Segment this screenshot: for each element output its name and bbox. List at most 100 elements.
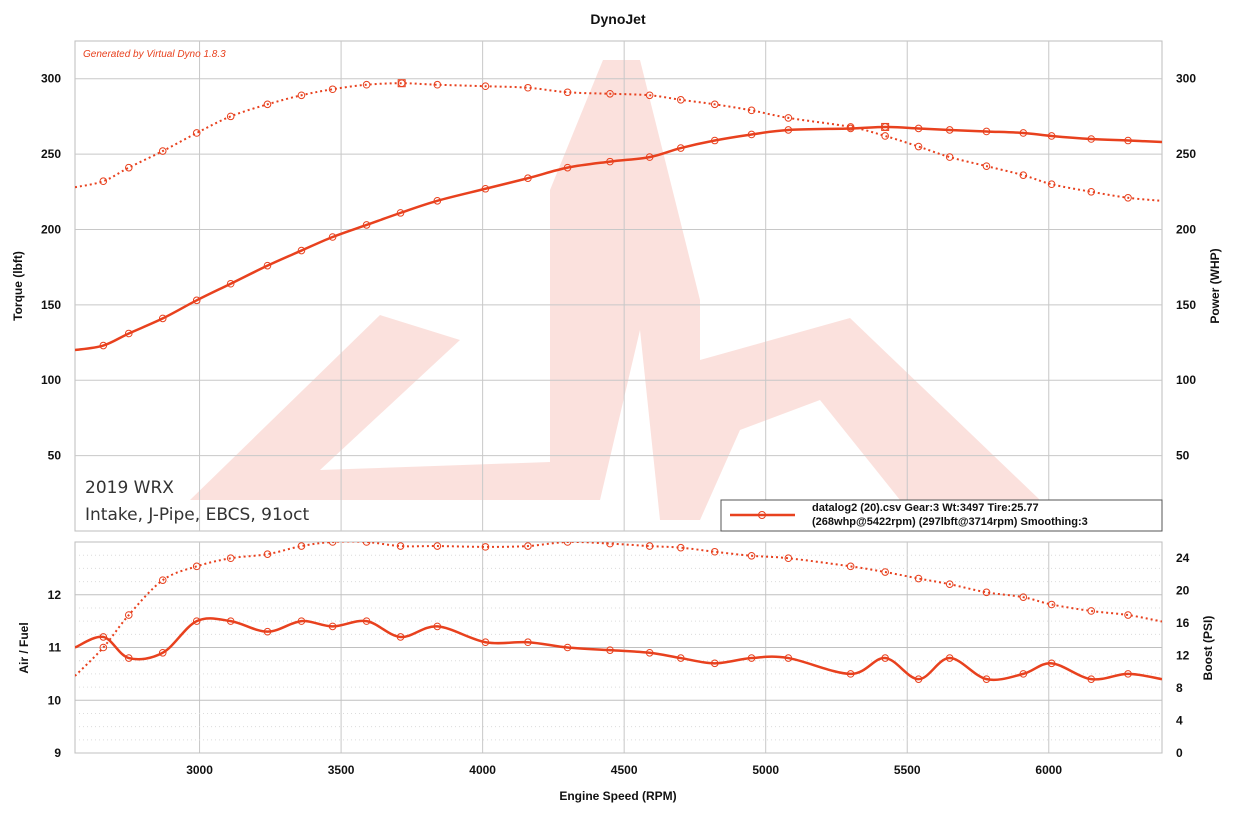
power-point xyxy=(676,144,685,152)
power-point xyxy=(433,197,442,205)
power-tick-label: 300 xyxy=(1176,72,1196,86)
boost-point xyxy=(710,547,719,556)
boost-line xyxy=(75,542,1162,677)
top-panel: 50 100 150 200 250 300 50 100 150 200 250 300 Gene… xyxy=(11,40,1222,532)
afr-point xyxy=(881,654,889,662)
boost-point xyxy=(297,542,306,550)
x-tick-label: 5500 xyxy=(894,763,921,777)
torque-point xyxy=(881,132,889,140)
power-point xyxy=(1047,132,1056,140)
boost-point xyxy=(328,542,337,546)
power-tick-label: 50 xyxy=(1176,449,1190,463)
torque-point xyxy=(676,96,685,104)
afr-point xyxy=(982,675,991,683)
afr-point xyxy=(563,643,572,652)
x-tick-label: 6000 xyxy=(1035,763,1062,777)
afr-point xyxy=(396,633,405,641)
power-axis-label: Power (WHP) xyxy=(1208,248,1222,323)
afr-point xyxy=(676,654,685,662)
boost-point xyxy=(226,554,235,563)
boost-point xyxy=(747,551,756,560)
afr-point xyxy=(1019,670,1028,678)
torque-point xyxy=(645,91,654,100)
power-point xyxy=(362,221,371,229)
boost-point xyxy=(1019,593,1028,601)
torque-point xyxy=(328,85,337,94)
afr-tick-label: 9 xyxy=(54,746,61,760)
boost-point xyxy=(1087,607,1096,615)
boost-point xyxy=(676,543,685,552)
boost-point xyxy=(524,542,532,550)
boost-tick-label: 0 xyxy=(1176,746,1183,760)
x-axis-label: Engine Speed (RPM) xyxy=(559,789,676,803)
torque-tick-label: 150 xyxy=(41,298,61,312)
power-point xyxy=(1019,129,1028,137)
afr-point xyxy=(945,654,954,662)
afr-point xyxy=(606,646,614,654)
annotation-line-2: Intake, J-Pipe, EBCS, 91oct xyxy=(85,505,310,525)
boost-point xyxy=(606,542,614,548)
boost-point xyxy=(192,562,201,571)
generator-note: Generated by Virtual Dyno 1.8.3 xyxy=(83,49,226,60)
afr-point xyxy=(846,670,855,678)
power-point xyxy=(945,126,954,134)
power-point xyxy=(710,136,719,145)
torque-point xyxy=(192,129,201,137)
boost-point xyxy=(914,574,923,583)
power-point xyxy=(481,184,490,193)
afr-point xyxy=(1087,675,1096,683)
legend-line-1: datalog2 (20).csv Gear:3 Wt:3497 Tire:25… xyxy=(812,502,1039,514)
boost-point xyxy=(99,643,108,652)
annotation-line-1: 2019 WRX xyxy=(85,478,174,498)
boost-tick-label: 4 xyxy=(1176,714,1183,728)
power-tick-label: 150 xyxy=(1176,298,1196,312)
torque-tick-label: 100 xyxy=(41,373,61,387)
torque-point xyxy=(747,106,756,115)
afr-point xyxy=(1047,659,1056,668)
torque-line xyxy=(75,82,1162,202)
power-point xyxy=(524,174,532,182)
power-point xyxy=(645,153,654,161)
legend-marker xyxy=(758,511,766,519)
torque-point xyxy=(1124,194,1132,202)
torque-point xyxy=(263,100,272,109)
power-line xyxy=(75,125,1162,352)
watermark-logo xyxy=(190,60,1040,520)
torque-point xyxy=(481,82,490,91)
afr-point xyxy=(192,617,201,625)
boost-point xyxy=(396,542,405,550)
torque-point xyxy=(1087,187,1096,196)
afr-point xyxy=(1124,670,1132,678)
boost-tick-label: 20 xyxy=(1176,584,1190,598)
torque-point xyxy=(1019,171,1028,179)
torque-tick-label: 200 xyxy=(41,222,61,236)
boost-tick-label: 24 xyxy=(1176,551,1190,565)
legend-line-2: (268whp@5422rpm) (297lbft@3714rpm) Smoot… xyxy=(812,516,1088,528)
boost-point xyxy=(945,580,954,589)
boost-point xyxy=(982,588,991,597)
torque-point xyxy=(226,112,235,121)
afr-point xyxy=(914,675,923,683)
boost-axis-label: Boost (PSI) xyxy=(1201,616,1215,681)
afr-point xyxy=(263,627,272,636)
afr-point xyxy=(362,617,371,625)
afr-point xyxy=(747,654,756,662)
power-point xyxy=(158,314,167,323)
afr-point xyxy=(645,648,654,657)
x-tick-label: 5000 xyxy=(752,763,779,777)
afr-point xyxy=(226,617,235,625)
power-point xyxy=(563,163,572,172)
boost-point xyxy=(263,550,272,558)
afr-tick-label: 11 xyxy=(48,641,61,655)
torque-point xyxy=(524,83,532,92)
torque-tick-label: 300 xyxy=(41,72,61,86)
boost-point xyxy=(362,542,371,546)
torque-point xyxy=(945,153,954,161)
boost-tick-label: 16 xyxy=(1176,616,1190,630)
power-point xyxy=(328,233,337,241)
boost-point xyxy=(158,576,167,584)
torque-axis-label: Torque (lbft) xyxy=(11,251,25,321)
power-tick-label: 100 xyxy=(1176,373,1196,387)
power-point xyxy=(263,261,272,270)
